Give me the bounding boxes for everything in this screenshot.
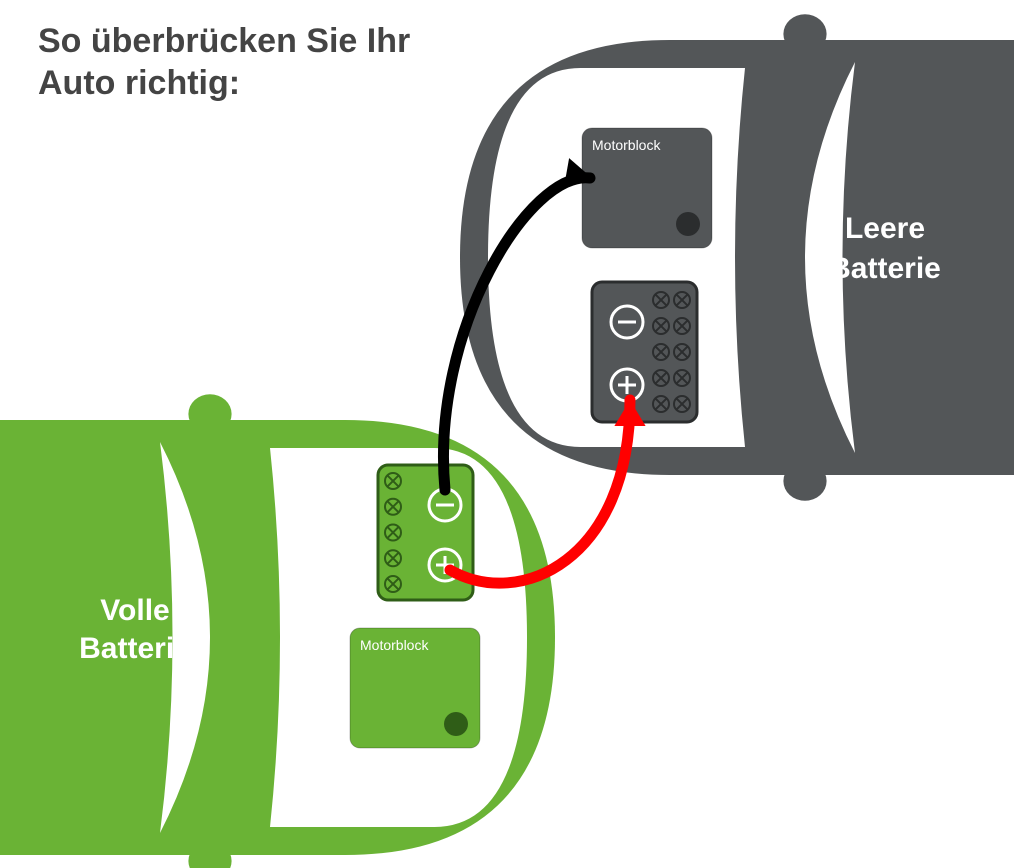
motorblock-donor: Motorblock [350, 628, 480, 748]
motorblock-receiver-label: Motorblock [592, 137, 661, 153]
battery-receiver [592, 282, 697, 422]
motorblock-receiver: Motorblock [582, 128, 712, 248]
motorblock-donor-bolt [444, 712, 468, 736]
page-title-line1: So überbrücken Sie Ihr [38, 22, 410, 60]
donor-car-label-line2: Batterie [79, 632, 191, 665]
motorblock-donor-label: Motorblock [360, 637, 429, 653]
motorblock-receiver-bolt [676, 212, 700, 236]
receiver-car: Leere Batterie [460, 14, 1014, 501]
receiver-car-label-line1: Leere [845, 212, 925, 245]
page-title-line2: Auto richtig: [38, 64, 240, 102]
donor-car-label-line1: Volle [100, 594, 169, 627]
receiver-car-label-line2: Batterie [829, 252, 941, 285]
